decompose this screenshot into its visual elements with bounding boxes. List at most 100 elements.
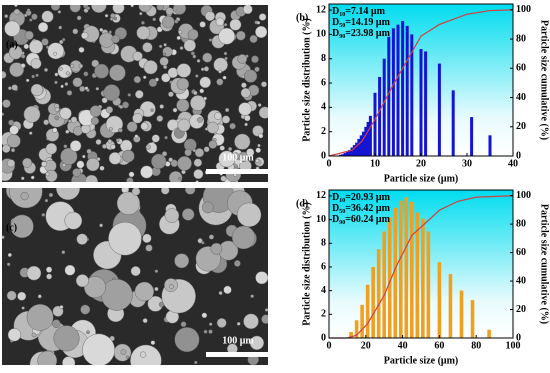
particle: [251, 55, 259, 64]
y2-tick-label: 0: [516, 150, 521, 161]
particle: [159, 104, 164, 109]
particle: [81, 31, 89, 40]
particles: [2, 188, 268, 365]
x-tick-label: 0: [327, 158, 332, 169]
particle: [201, 312, 208, 319]
y-tick-label: 12: [316, 4, 326, 15]
particle: [170, 159, 179, 168]
annotation-text: D: [332, 214, 339, 225]
particle: [238, 102, 252, 116]
particle: [244, 69, 258, 83]
particle: [208, 329, 213, 334]
particle: [54, 107, 60, 112]
particle: [201, 201, 214, 214]
y2-tick-label: 100: [516, 4, 531, 15]
particle: [45, 172, 50, 177]
particle: [54, 80, 58, 85]
bar: [410, 201, 414, 338]
bar: [415, 212, 420, 338]
particle: [177, 118, 191, 132]
particle: [59, 107, 72, 120]
particle: [46, 273, 53, 280]
particle: [132, 113, 143, 124]
particle: [126, 177, 134, 182]
particle: [30, 58, 42, 70]
particle: [37, 350, 58, 365]
particle: [228, 146, 233, 152]
annotation: D10=20.93 μm: [332, 192, 391, 204]
particle: [21, 306, 25, 310]
annotation-subscript: 10: [339, 12, 345, 18]
y-tick-label: 4: [321, 285, 326, 296]
particle: [164, 135, 168, 140]
particle: [180, 321, 187, 328]
particle: [109, 17, 114, 21]
y2-tick-label: 40: [516, 275, 526, 286]
particle: [26, 304, 54, 331]
y2-tick-label: 20: [516, 121, 526, 132]
x-tick-label: 20: [361, 340, 371, 351]
particle: [80, 304, 91, 315]
particle: [86, 6, 91, 10]
y-tick-label: 12: [316, 190, 326, 201]
particle: [75, 274, 89, 288]
particle: [234, 260, 241, 267]
particle: [236, 321, 241, 326]
particle: [168, 91, 174, 98]
particle: [237, 54, 248, 64]
particle: [119, 105, 124, 109]
particle: [149, 5, 153, 8]
particle: [110, 144, 116, 150]
particle: [41, 213, 46, 217]
particle: [108, 221, 142, 256]
particle: [64, 211, 83, 230]
particle: [6, 290, 17, 301]
bar: [487, 329, 491, 338]
particle: [151, 134, 160, 143]
bar: [376, 249, 381, 338]
particle: [86, 157, 100, 172]
bar: [405, 25, 409, 156]
particle: [76, 233, 88, 245]
bar: [341, 154, 345, 156]
bar: [378, 76, 382, 156]
particle: [99, 165, 105, 171]
particle: [89, 105, 102, 118]
particle: [86, 148, 92, 154]
particle: [145, 144, 151, 150]
particle: [145, 244, 153, 252]
particle: [108, 152, 122, 165]
particle: [8, 45, 23, 60]
particle: [241, 82, 247, 89]
y-axis-label: Particle size distribution (%): [301, 202, 312, 326]
particle: [57, 10, 62, 14]
y-tick-label: 10: [316, 29, 326, 40]
particle: [140, 165, 154, 179]
particle: [225, 107, 230, 113]
bar: [421, 218, 425, 338]
particle: [2, 112, 5, 116]
particle: [31, 332, 37, 338]
particle: [200, 67, 205, 72]
particle: [190, 51, 195, 56]
particle: [76, 15, 82, 21]
particle: [69, 140, 82, 152]
particle: [29, 131, 33, 135]
y2-tick-label: 40: [516, 92, 526, 103]
bar: [360, 304, 364, 338]
particle: [111, 34, 120, 44]
particle: [158, 44, 163, 49]
particle: [95, 87, 100, 91]
particle: [48, 192, 54, 198]
y2-axis-label: Particle size cumulative (%): [539, 20, 550, 140]
particle: [162, 52, 167, 57]
particle: [244, 114, 251, 122]
particle: [242, 5, 253, 15]
particle: [95, 139, 102, 145]
particle: [219, 145, 225, 151]
y2-axis-label: Particle size cumulative (%): [539, 204, 550, 324]
particle: [85, 174, 98, 182]
particle: [202, 52, 213, 63]
particle: [140, 351, 147, 358]
